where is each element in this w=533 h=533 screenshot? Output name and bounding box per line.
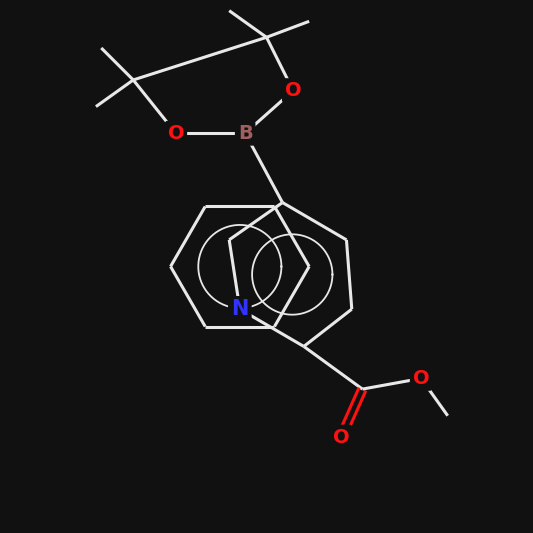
Text: O: O: [413, 369, 430, 388]
Text: O: O: [167, 124, 184, 143]
Text: N: N: [231, 299, 248, 319]
Text: B: B: [238, 124, 253, 143]
Text: O: O: [333, 427, 350, 447]
Text: O: O: [285, 81, 302, 100]
